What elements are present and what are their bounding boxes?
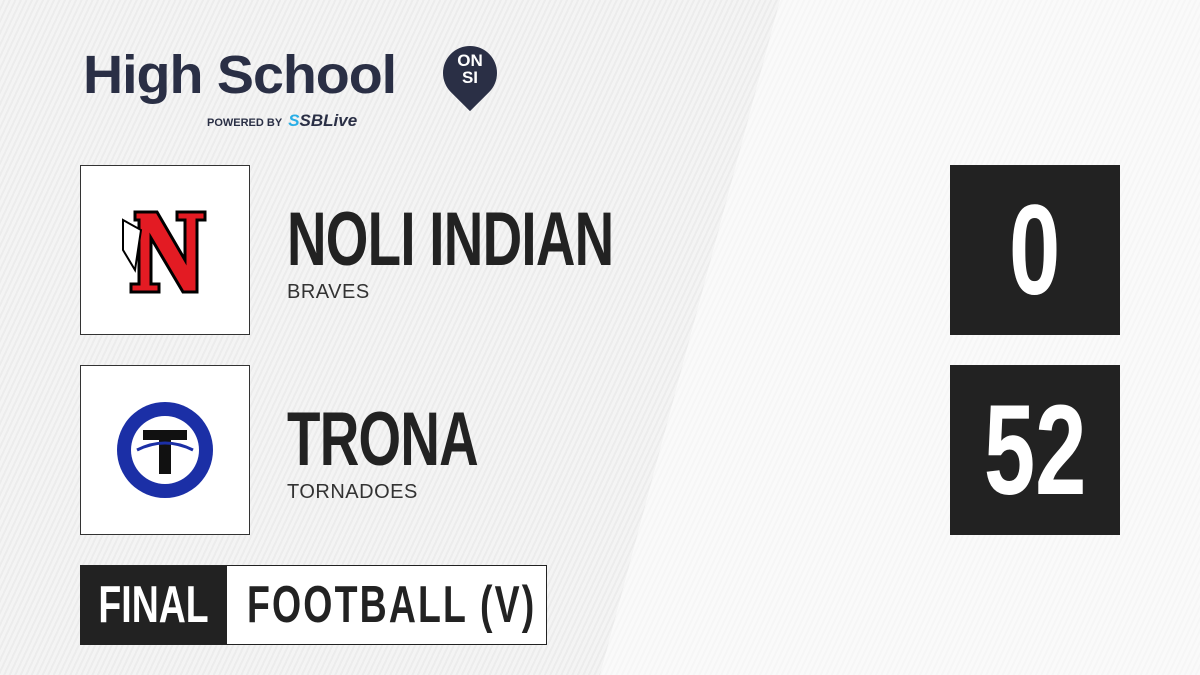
badge-line1: ON — [457, 51, 483, 70]
team-logo-noli-indian — [80, 165, 250, 335]
sport-label: FOOTBALL (V) — [227, 566, 649, 644]
score-value: 0 — [1009, 178, 1061, 322]
team-name: TRONA — [287, 397, 479, 482]
sport-text: FOOTBALL (V) — [247, 576, 537, 634]
powered-by-label: POWERED BY — [207, 117, 283, 129]
sblive-mark: S — [288, 111, 300, 130]
team-logo-trona — [80, 365, 250, 535]
high-school-on-si-logo: High School ON SI POWERED BY SSBLive — [83, 34, 509, 130]
sblive-text: SBLive — [299, 111, 358, 130]
badge-line2: SI — [461, 68, 479, 87]
team-mascot: TORNADOES — [287, 481, 418, 503]
team-mascot: BRAVES — [287, 281, 370, 303]
logo-title: High School — [83, 45, 397, 105]
sblive-logo: SSBLive — [288, 111, 357, 130]
status-label: FINAL — [98, 576, 210, 634]
team-name: NOLI INDIAN — [287, 197, 614, 282]
trona-logo-icon — [117, 402, 213, 498]
powered-by: POWERED BY SSBLive — [207, 111, 357, 131]
background-shape — [600, 0, 1200, 675]
team-score: 52 — [950, 365, 1120, 535]
final-badge: FINAL — [81, 566, 227, 644]
team-score: 0 — [950, 165, 1120, 335]
logo-badge: ON SI — [450, 52, 490, 86]
noli-indian-logo-icon — [122, 210, 207, 294]
game-status-bar: FINAL FOOTBALL (V) — [80, 565, 547, 645]
score-value: 52 — [983, 378, 1087, 522]
